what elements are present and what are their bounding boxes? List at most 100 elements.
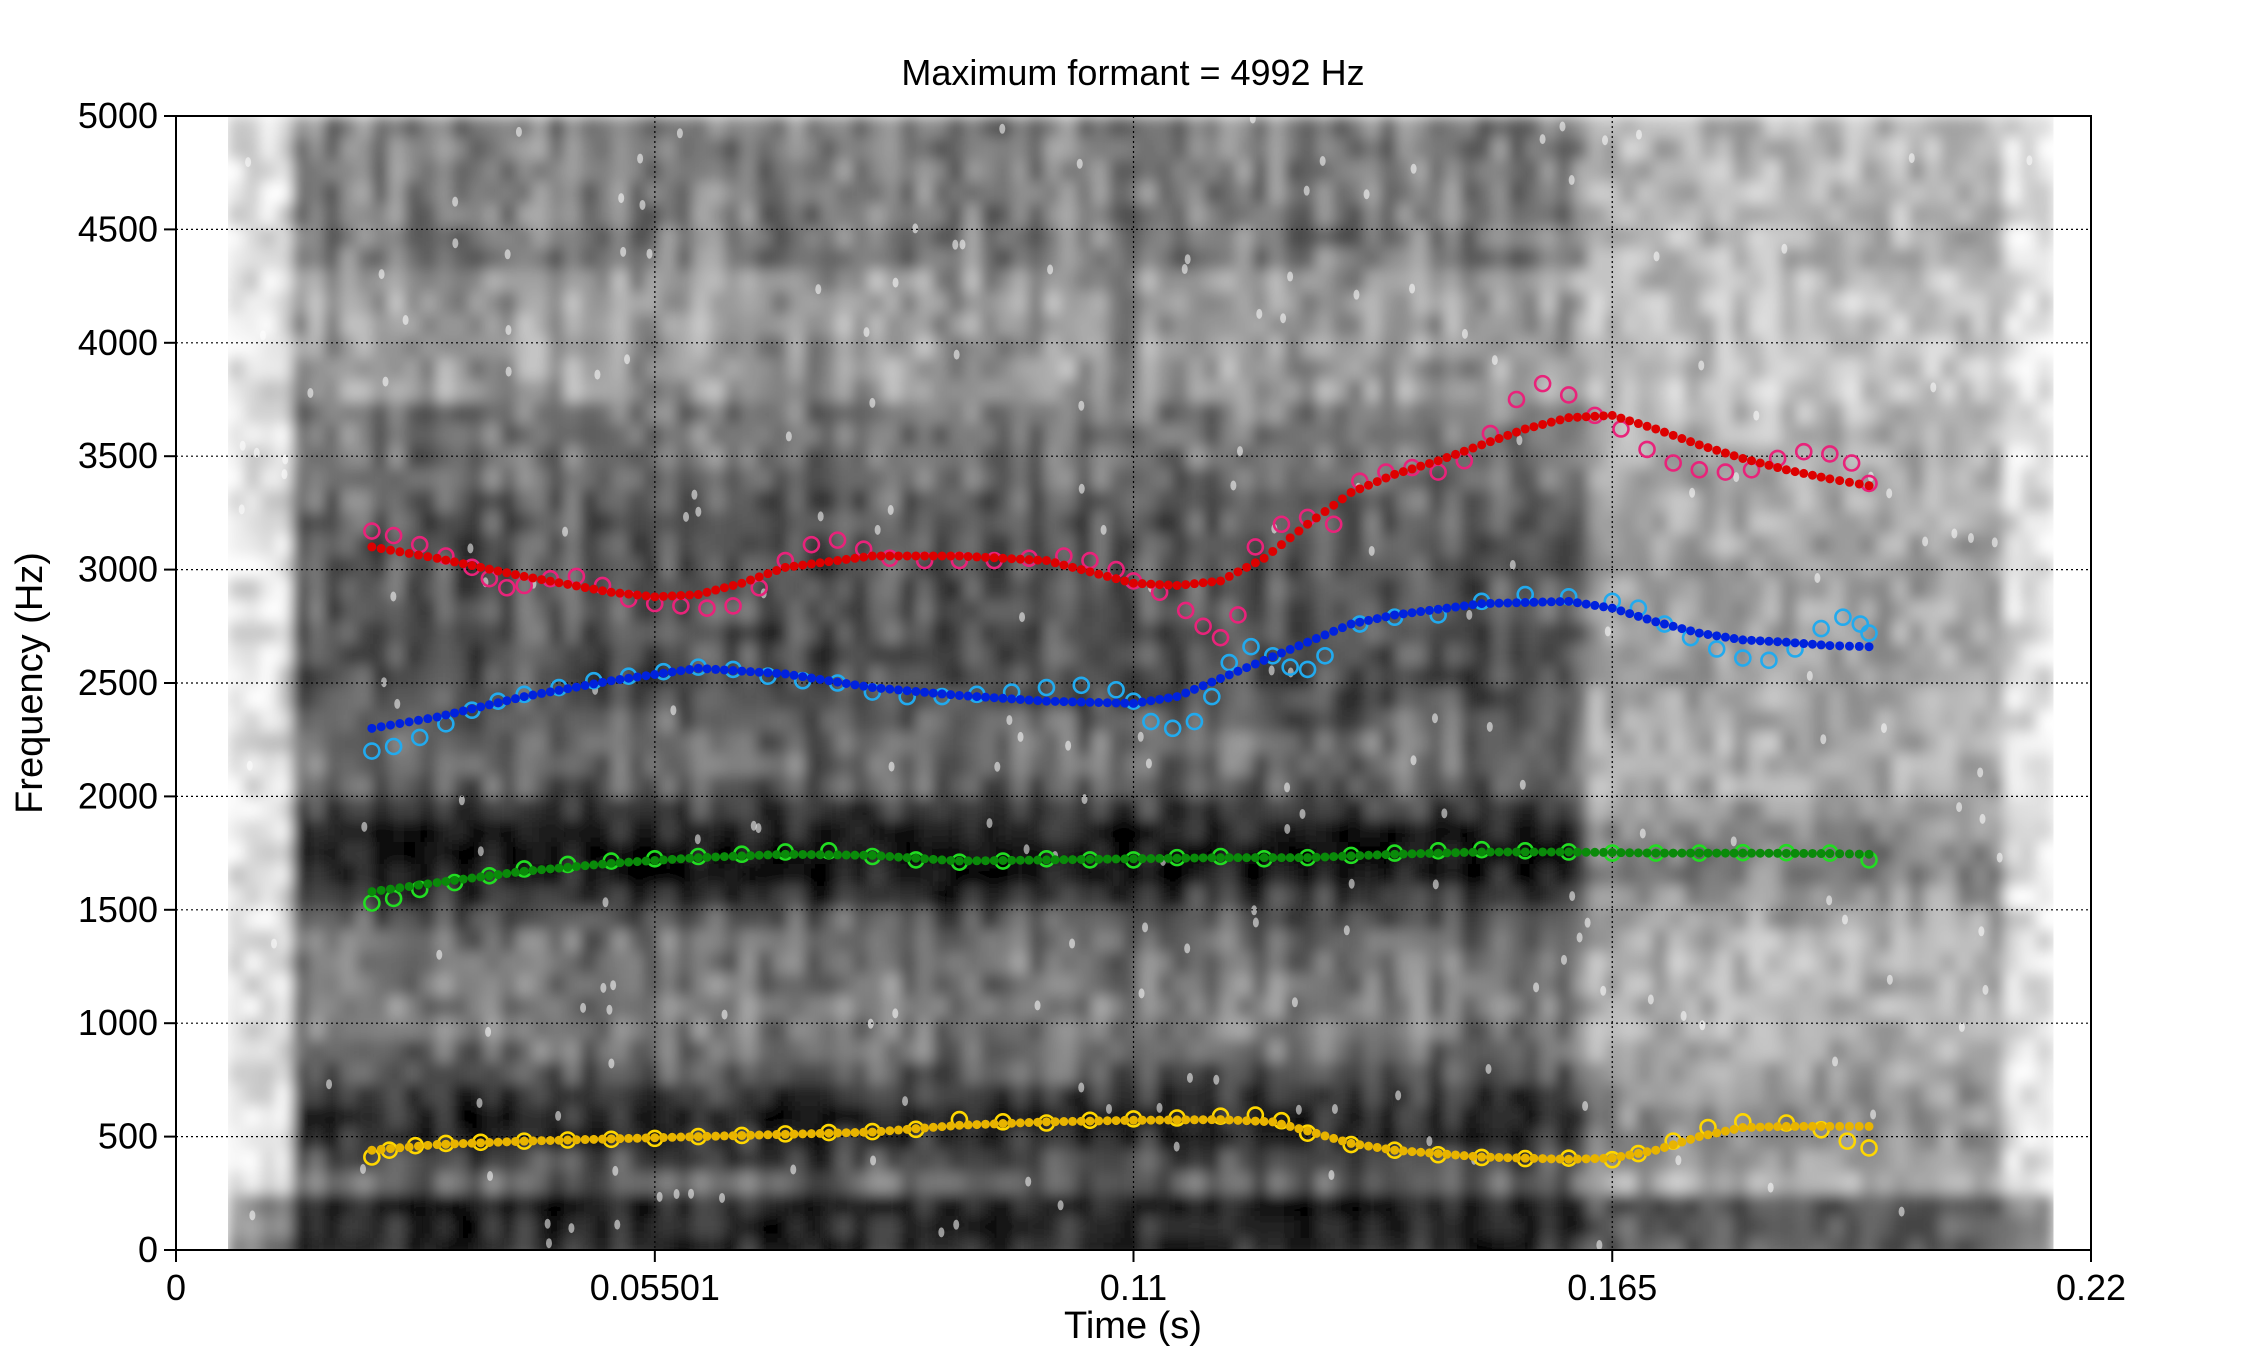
formant-dot (1844, 641, 1854, 651)
formant-dot (450, 875, 460, 885)
formant-dot (963, 551, 973, 561)
formant-dot (1294, 641, 1304, 651)
formant-dot (1651, 617, 1661, 627)
spectrogram-speckle (1922, 536, 1929, 547)
formant-dot (1572, 847, 1582, 857)
formant-dot (413, 1141, 423, 1151)
formant-dot (1250, 659, 1260, 669)
spectrogram-speckle (1880, 723, 1887, 734)
formant-dot (1059, 697, 1069, 707)
formant-dot (1747, 456, 1757, 466)
formant-dot (1102, 571, 1112, 581)
spectrogram-speckle (673, 1189, 680, 1200)
spectrogram-speckle (1486, 721, 1493, 732)
formant-dot (493, 566, 503, 576)
formant-dot (1268, 1117, 1278, 1127)
formant-dot (1651, 848, 1661, 858)
spectrogram-speckle (1023, 844, 1030, 855)
formant-dot (545, 1135, 555, 1145)
formant-dot (589, 860, 599, 870)
formant-point (1176, 601, 1195, 620)
formant-dot (737, 1130, 747, 1140)
formant-dot (702, 852, 712, 862)
formant-dot (867, 1127, 877, 1137)
spectrogram-speckle (1284, 782, 1291, 793)
formant-dot (719, 852, 729, 862)
spectrogram-speckle (606, 1004, 613, 1015)
formant-dot (1320, 1131, 1330, 1141)
formant-dot (1616, 1152, 1626, 1162)
formant-dot (1694, 440, 1704, 450)
formant-dot (685, 665, 695, 675)
formant-dot (1546, 597, 1556, 607)
formant-dot (1729, 1124, 1739, 1134)
spectrogram-speckle (402, 315, 409, 326)
formant-dot (867, 551, 877, 561)
spectrogram-speckle (874, 524, 881, 535)
formant-dot (1720, 448, 1730, 458)
formant-dot (423, 879, 433, 889)
formant-dot (1346, 487, 1356, 497)
spectrogram-speckle (281, 469, 288, 480)
formant-dot (789, 849, 799, 859)
formant-dot (1111, 854, 1121, 864)
formant-dot (1242, 853, 1252, 863)
spectrogram-speckle (246, 760, 253, 771)
formant-dot (1390, 610, 1400, 620)
formant-dot (1442, 603, 1452, 613)
spectrogram-speckle (1466, 609, 1473, 620)
formant-dot (580, 680, 590, 690)
formant-dot (467, 1138, 477, 1148)
formant-dot (1041, 855, 1051, 865)
formant-dot (537, 575, 547, 585)
spectrogram-speckle (326, 1079, 333, 1090)
formant-dot (1329, 852, 1339, 862)
formant-point (1142, 712, 1160, 731)
formant-dot (798, 560, 808, 570)
formant-dot (1494, 434, 1504, 444)
formant-dot (1764, 1122, 1774, 1132)
formant-dot (911, 1124, 921, 1134)
formant-dot (719, 1131, 729, 1141)
formant-dot (1207, 577, 1217, 587)
spectrogram-speckle (1184, 254, 1191, 265)
spectrogram-speckle (485, 1026, 492, 1037)
formant-dot (850, 850, 860, 860)
formant-dot (367, 1145, 377, 1155)
formant-dot (615, 858, 625, 868)
formant-point (1298, 660, 1317, 679)
formant-dot (1120, 854, 1130, 864)
formant-dot (1555, 415, 1565, 425)
spectrogram-speckle (1078, 400, 1085, 411)
formant-dot (1651, 1145, 1661, 1155)
spectrogram-speckle (361, 821, 368, 832)
formant-dot (728, 666, 738, 676)
formant-dot (641, 671, 651, 681)
formant-dot (423, 714, 433, 724)
spectrogram-speckle (1078, 1082, 1085, 1093)
formant-dot (650, 1133, 660, 1143)
spectrogram-speckle (624, 354, 631, 365)
spectrogram-speckle (1576, 932, 1583, 943)
formant-dot (772, 850, 782, 860)
formant-dot (1564, 596, 1574, 606)
formant-point (1851, 615, 1870, 633)
formant-dot (920, 854, 930, 864)
spectrogram-speckle (1006, 715, 1013, 726)
formant-dot (1207, 677, 1217, 687)
formant-dot (667, 854, 677, 864)
spectrogram-speckle (245, 157, 252, 168)
spectrogram-speckle (2026, 155, 2033, 166)
formant-dot (850, 553, 860, 563)
formant-dot (1555, 597, 1565, 607)
formant-point (1812, 619, 1830, 638)
formant-dot (632, 590, 642, 600)
formant-dot (1137, 1115, 1147, 1125)
y-tick-label: 2000 (78, 775, 158, 816)
spectrogram-speckle (1184, 943, 1191, 954)
formant-dot (1835, 641, 1845, 651)
formant-dot (1059, 1117, 1069, 1127)
formant-dot (746, 851, 755, 861)
formant-dot (893, 685, 903, 695)
spectrogram-speckle (1138, 988, 1145, 999)
